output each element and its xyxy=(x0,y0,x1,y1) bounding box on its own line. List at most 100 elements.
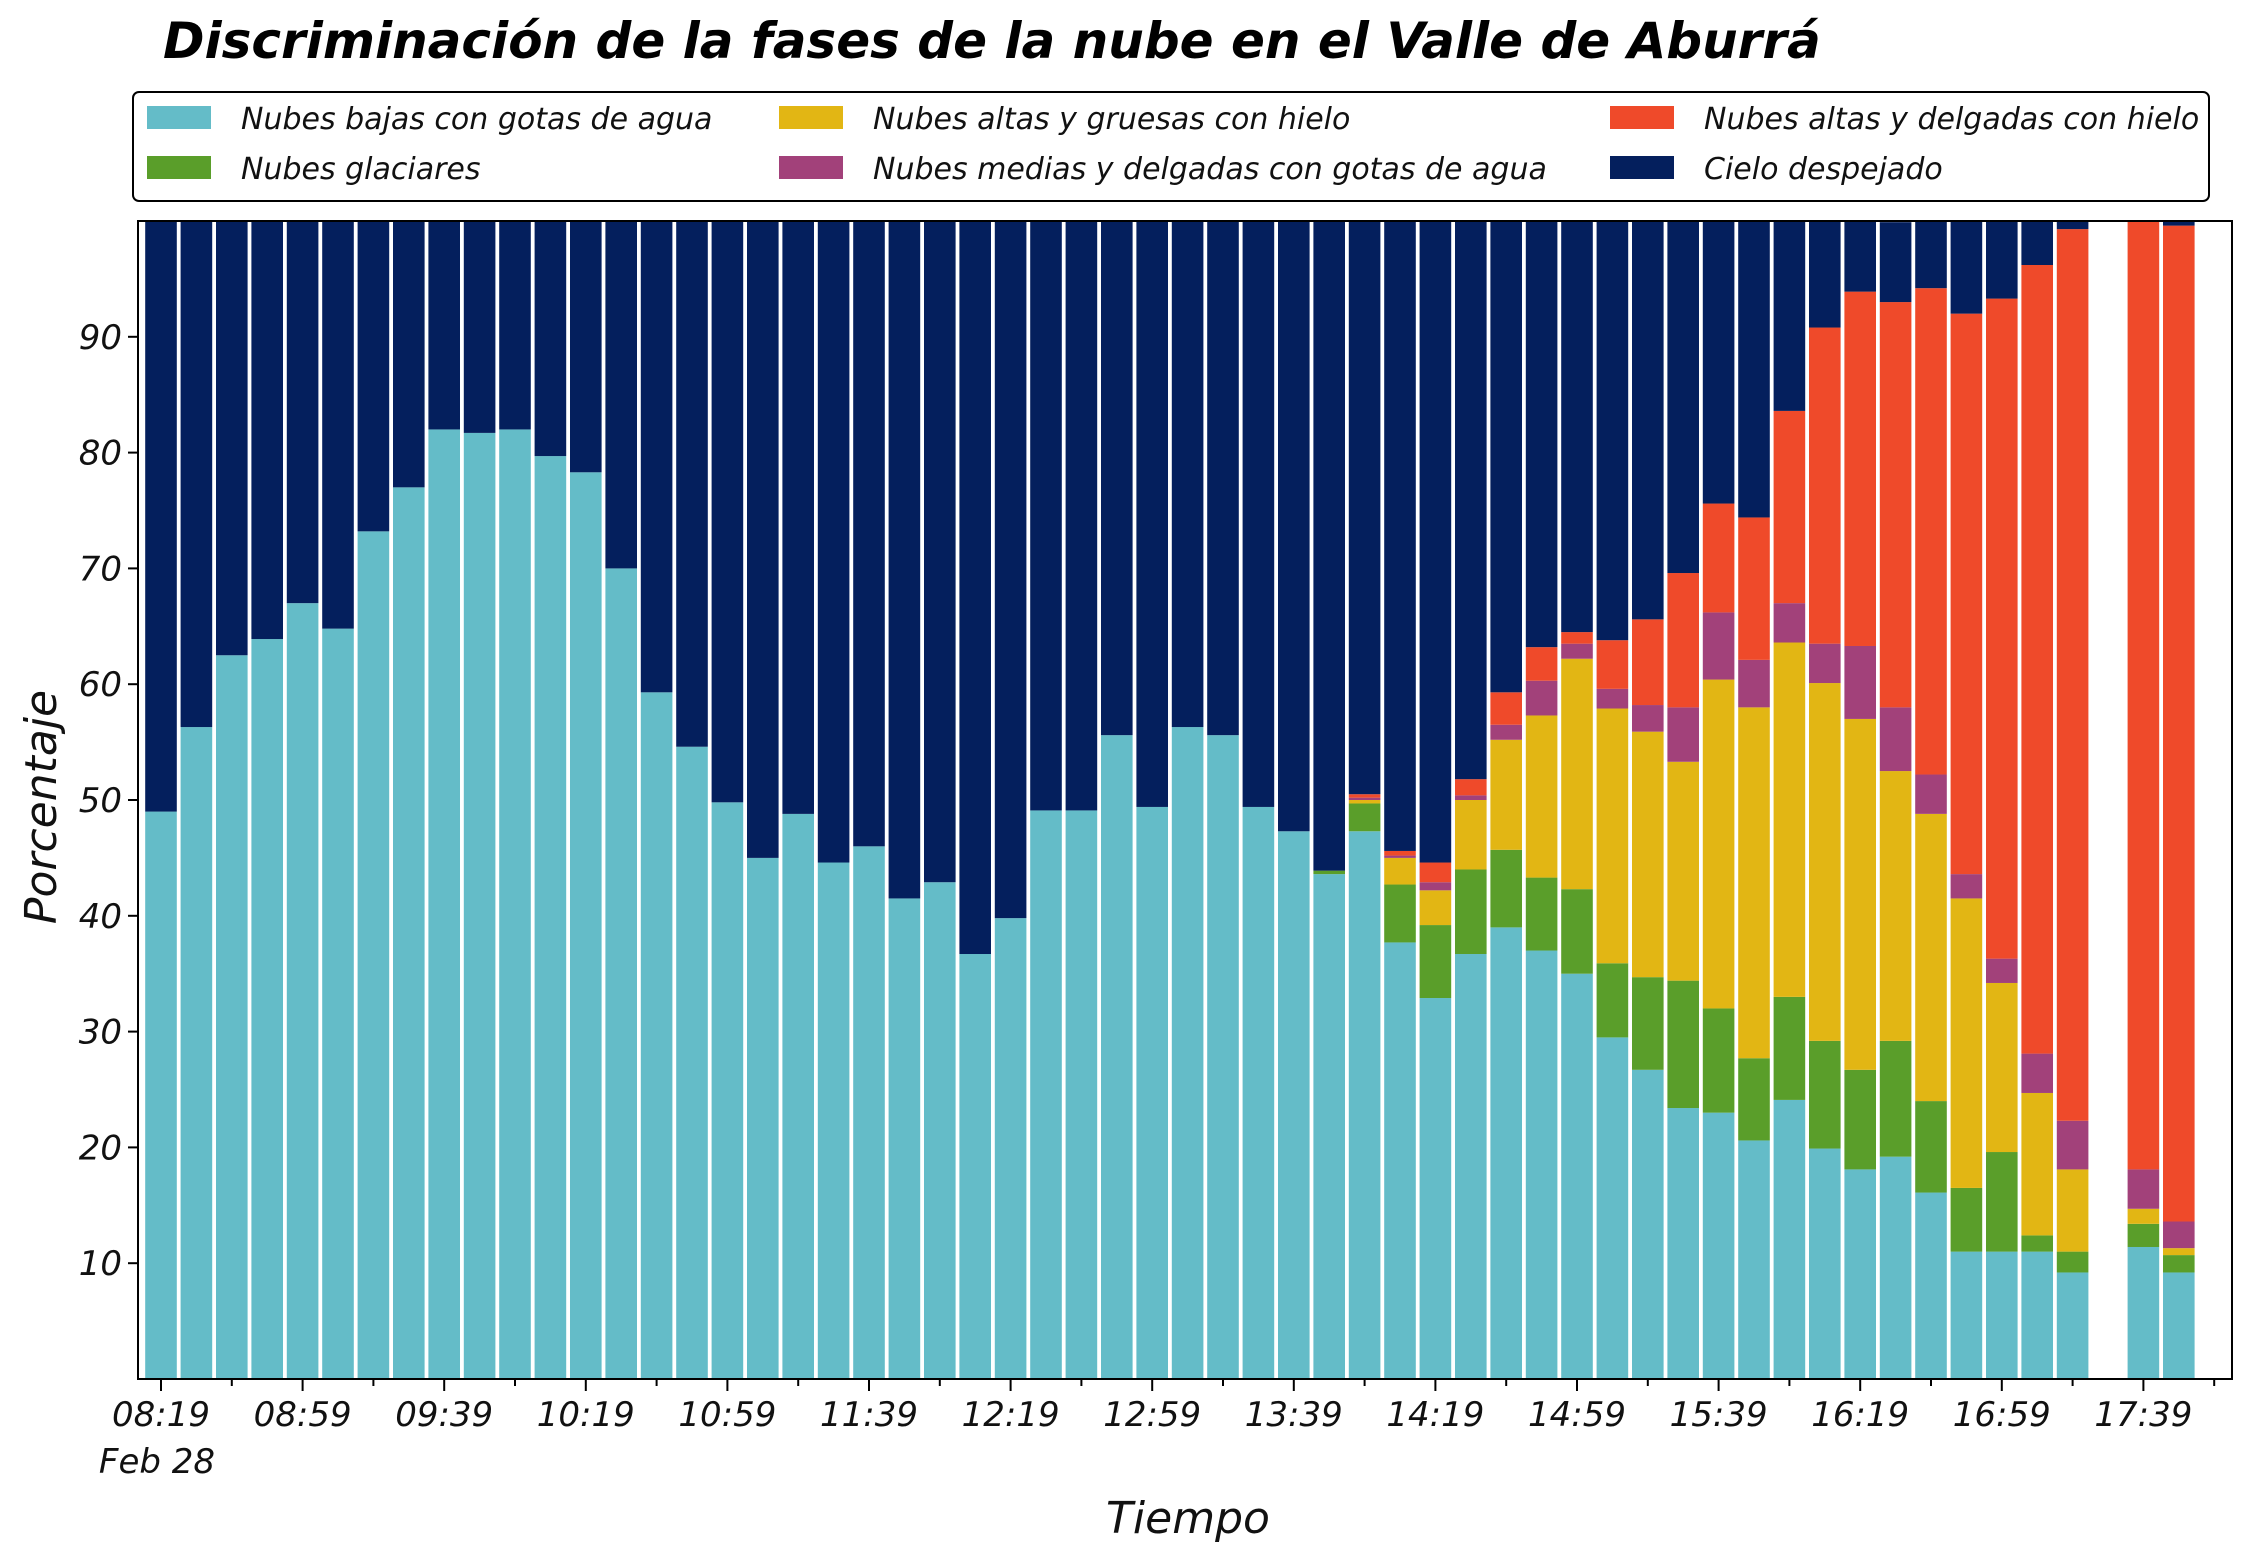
bar-1659-series-6 xyxy=(1986,221,2018,299)
x-tick-label-1059: 10:59 xyxy=(678,1395,776,1435)
bar-0839-series-1 xyxy=(216,655,248,1379)
legend: Nubes bajas con gotas de agua Nubes altas… xyxy=(132,91,2210,202)
bar-1459-series-4 xyxy=(1561,643,1593,659)
bar-1509-series-4 xyxy=(1596,688,1629,709)
bar-1139-series-1 xyxy=(853,846,885,1379)
bar-1149-series-6 xyxy=(888,221,921,899)
legend-swatch-3 xyxy=(779,106,843,129)
bar-0929-series-6 xyxy=(393,221,425,488)
bar-0959-series-1 xyxy=(499,429,531,1379)
bar-1559-series-5 xyxy=(1773,410,1806,604)
bar-1429-series-6 xyxy=(1455,221,1487,780)
bar-1619-series-5 xyxy=(1844,291,1876,646)
bar-1219-series-6 xyxy=(994,221,1027,919)
bar-1609-series-5 xyxy=(1809,327,1841,644)
bar-1349-series-6 xyxy=(1313,221,1345,871)
bar-1419-series-3 xyxy=(1419,890,1452,926)
bar-1029-series-6 xyxy=(605,221,637,569)
bar-1409-series-5 xyxy=(1384,850,1416,856)
bar-1549-series-5 xyxy=(1738,517,1770,660)
bar-1539-series-5 xyxy=(1702,503,1735,613)
x-tick-date-label: Feb 28 xyxy=(99,1442,215,1482)
bar-1539-series-4 xyxy=(1702,612,1735,680)
bar-1749-series-1 xyxy=(2163,1272,2195,1379)
bar-1449-series-5 xyxy=(1525,647,1558,681)
bar-1539-series-3 xyxy=(1702,679,1735,1009)
legend-swatch-2 xyxy=(147,156,211,179)
bar-1719-series-6 xyxy=(2056,221,2089,230)
legend-label-2: Nubes glaciares xyxy=(241,152,481,187)
bar-1019-series-6 xyxy=(570,221,602,473)
bar-1559-series-6 xyxy=(1773,221,1806,411)
bar-1419-series-6 xyxy=(1419,221,1452,863)
y-tick-label-30: 30 xyxy=(79,1013,122,1053)
bar-1559-series-4 xyxy=(1773,603,1806,643)
bar-1749-series-4 xyxy=(2163,1221,2195,1249)
bar-1459-series-3 xyxy=(1561,658,1593,890)
bar-1509-series-1 xyxy=(1596,1037,1629,1379)
bar-1639-series-4 xyxy=(1915,774,1947,814)
legend-swatch-4 xyxy=(779,156,843,179)
bar-1709-series-5 xyxy=(2021,265,2053,1054)
bar-1609-series-3 xyxy=(1809,683,1841,1041)
bar-1639-series-5 xyxy=(1915,288,1947,775)
bar-1529-series-2 xyxy=(1667,980,1699,1109)
bar-1039-series-1 xyxy=(640,692,673,1379)
bar-1359-series-1 xyxy=(1348,831,1381,1379)
bar-1649-series-2 xyxy=(1950,1187,1983,1252)
bar-1059-series-1 xyxy=(711,802,744,1379)
x-tick-label-0819: 08:19 xyxy=(112,1395,210,1435)
bar-1319-series-6 xyxy=(1207,221,1239,736)
bar-1409-series-6 xyxy=(1384,221,1416,851)
legend-swatch-5 xyxy=(1610,106,1674,129)
bar-1409-series-3 xyxy=(1384,857,1416,885)
bar-1049-series-6 xyxy=(676,221,708,747)
bar-1549-series-1 xyxy=(1738,1140,1770,1379)
bar-1609-series-1 xyxy=(1809,1148,1841,1379)
bar-1119-series-1 xyxy=(782,813,814,1379)
bar-0819-series-6 xyxy=(145,221,177,812)
bar-1709-series-6 xyxy=(2021,221,2053,265)
bar-1009-series-1 xyxy=(534,456,567,1379)
bar-0919-series-1 xyxy=(357,531,390,1379)
bar-1339-series-1 xyxy=(1278,831,1310,1379)
bar-0949-series-6 xyxy=(463,221,496,433)
bar-1559-series-2 xyxy=(1773,996,1806,1100)
bar-1359-series-4 xyxy=(1348,797,1381,800)
bar-1439-series-5 xyxy=(1490,692,1522,725)
bar-1629-series-3 xyxy=(1879,771,1912,1041)
x-tick-label-1619: 16:19 xyxy=(1811,1395,1909,1435)
bar-0949-series-1 xyxy=(463,432,496,1379)
y-tick-label-40: 40 xyxy=(79,897,122,937)
y-axis-label: Porcentaje xyxy=(16,690,67,924)
bar-0819-series-1 xyxy=(145,811,177,1379)
bar-1139-series-6 xyxy=(853,221,885,847)
y-tick-label-80: 80 xyxy=(79,434,122,474)
bar-1619-series-6 xyxy=(1844,221,1876,292)
bar-1629-series-1 xyxy=(1879,1156,1912,1379)
bar-1709-series-1 xyxy=(2021,1251,2053,1379)
x-tick-label-0939: 09:39 xyxy=(395,1395,493,1435)
bar-1629-series-4 xyxy=(1879,707,1912,772)
bar-1439-series-3 xyxy=(1490,739,1522,850)
bar-1649-series-4 xyxy=(1950,874,1983,899)
bar-0859-series-1 xyxy=(286,603,319,1379)
bar-1629-series-2 xyxy=(1879,1040,1912,1157)
bar-1459-series-6 xyxy=(1561,221,1593,633)
bar-1429-series-1 xyxy=(1455,954,1487,1379)
bar-1009-series-6 xyxy=(534,221,567,457)
bar-1519-series-3 xyxy=(1632,731,1664,978)
bar-1749-series-5 xyxy=(2163,225,2195,1222)
bar-1719-series-5 xyxy=(2056,229,2089,1121)
bar-1509-series-3 xyxy=(1596,708,1629,964)
bar-1449-series-1 xyxy=(1525,950,1558,1379)
bar-1549-series-3 xyxy=(1738,707,1770,1059)
bar-1439-series-6 xyxy=(1490,221,1522,693)
bar-1619-series-4 xyxy=(1844,645,1876,719)
bar-1449-series-4 xyxy=(1525,680,1558,716)
bar-0849-series-6 xyxy=(251,221,283,640)
bar-1429-series-5 xyxy=(1455,779,1487,796)
bar-1749-series-3 xyxy=(2163,1248,2195,1256)
bar-1049-series-1 xyxy=(676,746,708,1379)
bar-1639-series-1 xyxy=(1915,1192,1947,1379)
